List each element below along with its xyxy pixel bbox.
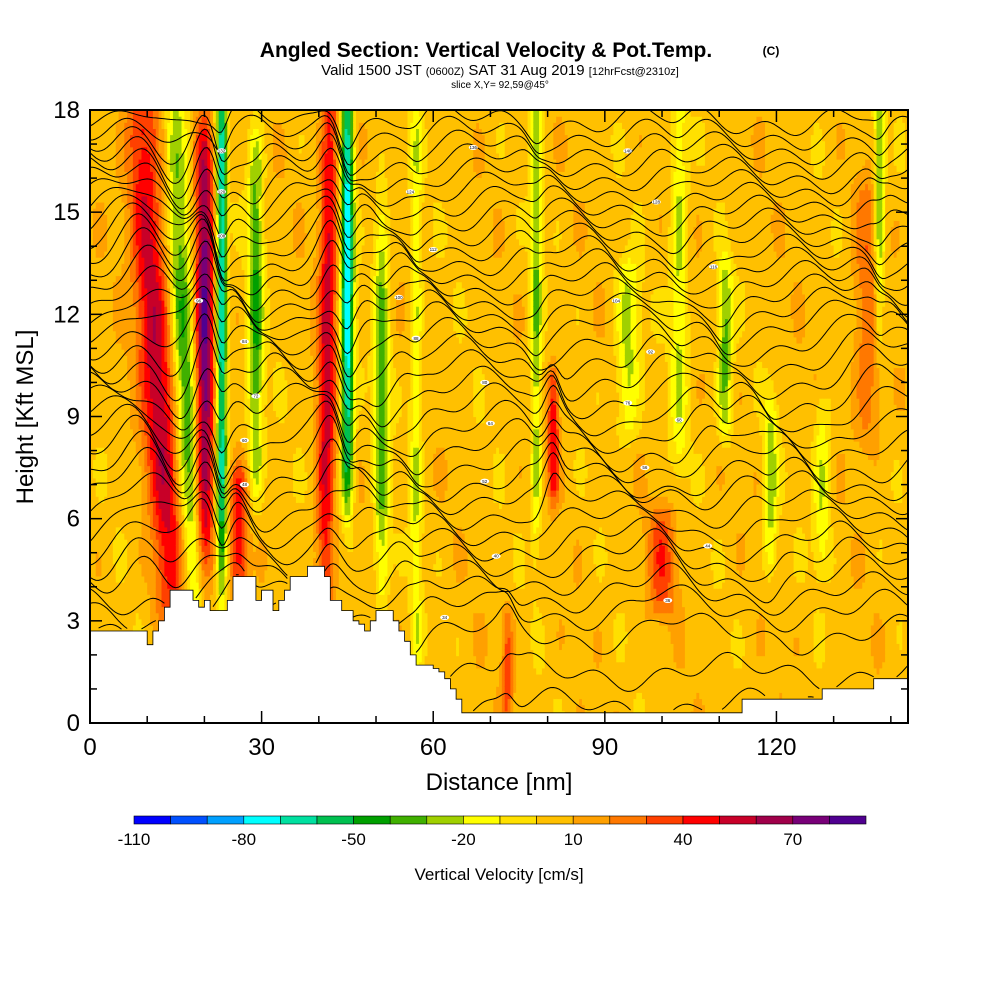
subtitle-prefix: Valid 1500 JST <box>321 62 421 79</box>
subtitle-forecast: [12hrFcst@2310z] <box>589 66 679 78</box>
plot-area: 3436404448525660646872768084889296100104… <box>90 102 909 724</box>
chart-title-mark: (C) <box>763 44 780 58</box>
chart-title: Angled Section: Vertical Velocity & Pot.… <box>260 39 712 62</box>
subtitle-date: SAT 31 Aug 2019 <box>468 62 584 79</box>
chart-figure: Angled Section: Vertical Velocity & Pot.… <box>0 0 1000 1000</box>
subtitle-zulu: (0600Z) <box>426 66 465 78</box>
slice-label: slice X,Y= 92,59@45° <box>451 80 549 91</box>
chart-subtitle: Valid 1500 JST (0600Z) SAT 31 Aug 2019 [… <box>321 62 679 79</box>
chart-svg: Angled Section: Vertical Velocity & Pot.… <box>0 0 1000 1000</box>
